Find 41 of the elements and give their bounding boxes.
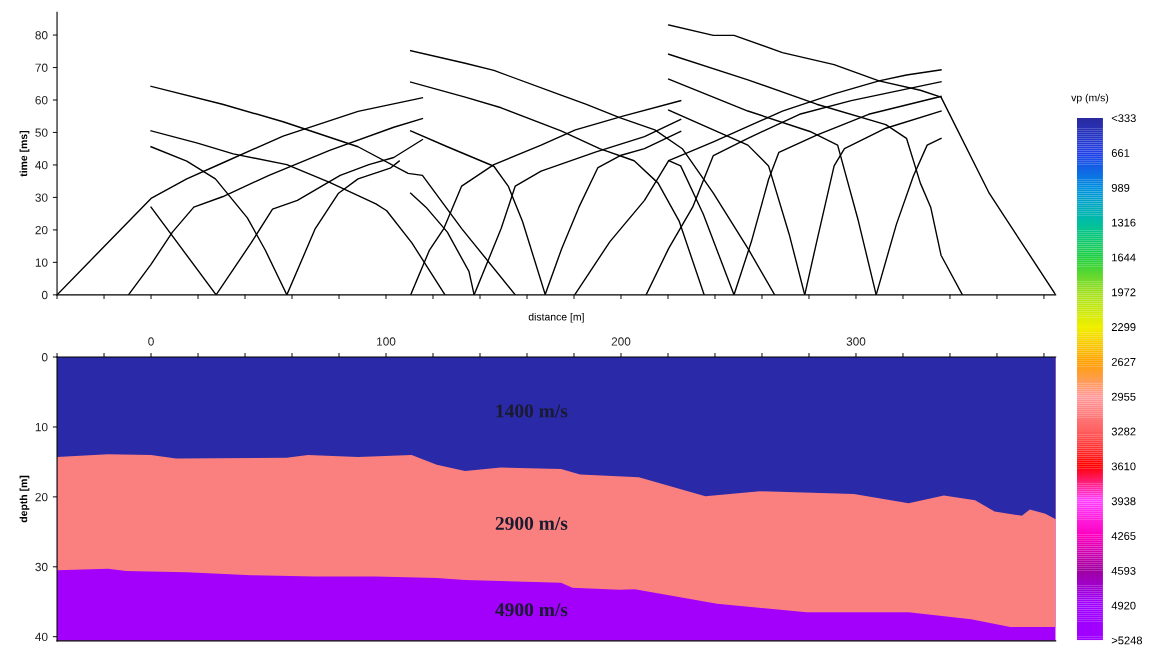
x-tick-label: 200 [611, 337, 631, 346]
y-tick-label: 20 [35, 225, 48, 235]
y-tick-label: 0 [41, 353, 48, 362]
y-tick-label: 50 [35, 128, 48, 137]
color-bar-label: 3610 [1111, 462, 1136, 471]
color-bar-label: >5248 [1111, 636, 1143, 645]
y-tick-label: 80 [35, 31, 48, 40]
y-tick-label: 20 [35, 492, 48, 502]
color-bar-label: 4920 [1111, 601, 1136, 610]
y-tick-label: 0 [41, 290, 48, 300]
color-bar-label: 2627 [1111, 357, 1136, 366]
color-bar-label: 3282 [1111, 427, 1136, 436]
y-axis-title: time [ms] [19, 131, 30, 177]
color-bar-label: <333 [1111, 114, 1136, 123]
color-bar-label: 2299 [1111, 323, 1136, 331]
color-bar-label: 661 [1111, 149, 1130, 157]
y-tick-label: 10 [35, 258, 48, 267]
color-bar-label: 1644 [1112, 253, 1136, 262]
x-tick-label: 100 [377, 337, 396, 346]
y-tick-label: 70 [35, 63, 48, 72]
color-bar-label: 3938 [1111, 497, 1136, 506]
color-bar-label: 1316 [1112, 218, 1136, 227]
y-tick-label: 30 [35, 193, 48, 202]
y-tick-label: 40 [35, 160, 48, 170]
x-tick-label: 300 [846, 337, 866, 346]
annotation: 4900 m/s [495, 603, 568, 617]
x-axis-title: distance [m] [528, 312, 584, 323]
annotation: 1400 m/s [496, 404, 568, 418]
y-tick-label: 10 [35, 422, 48, 432]
color-bar-label: 1972 [1112, 288, 1136, 297]
color-bar-label: 4265 [1111, 532, 1136, 540]
y-tick-label: 40 [35, 632, 48, 642]
y-tick-label: 60 [35, 96, 48, 105]
x-tick-label: 0 [148, 337, 154, 346]
y-tick-label: 30 [35, 562, 48, 572]
annotation: 2900 m/s [495, 516, 568, 530]
color-bar-label: 2955 [1111, 392, 1136, 401]
y-axis-title: depth [m] [19, 475, 30, 523]
color-bar-title: vp (m/s) [1071, 93, 1109, 104]
color-bar-label: 989 [1111, 183, 1130, 192]
color-bar-label: 4593 [1111, 566, 1136, 575]
